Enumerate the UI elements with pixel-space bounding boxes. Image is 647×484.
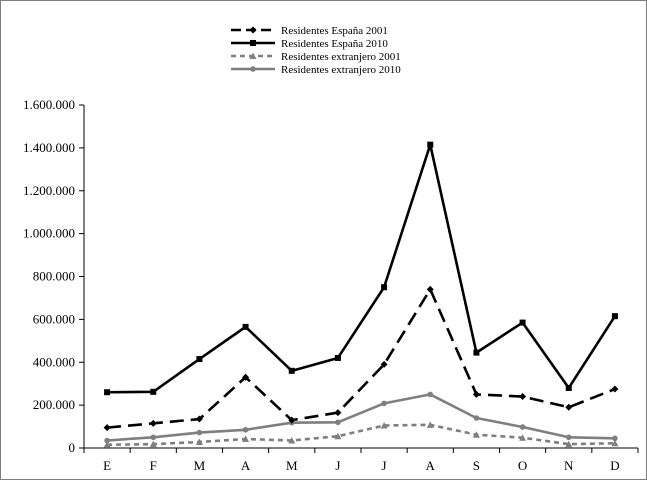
data-point <box>149 440 157 448</box>
legend-label: Residentes extranjero 2001 <box>281 51 401 63</box>
x-tick-label: M <box>286 458 298 473</box>
x-tick-label: N <box>564 458 574 473</box>
legend-label: Residentes España 2010 <box>281 38 388 50</box>
data-point <box>473 415 480 421</box>
data-point <box>288 367 295 374</box>
series-2 <box>104 141 618 396</box>
data-point <box>242 435 250 442</box>
x-tick-label: F <box>150 458 157 473</box>
y-tick-label: 1.000.000 <box>23 226 75 241</box>
data-point <box>334 354 341 361</box>
data-point <box>519 319 526 326</box>
series-4 <box>104 391 618 444</box>
series-line <box>107 143 617 394</box>
data-point <box>150 434 157 441</box>
data-point <box>242 323 249 330</box>
data-point <box>242 373 250 381</box>
data-point <box>380 421 388 429</box>
x-tick-label: D <box>610 458 619 473</box>
series-line <box>106 393 615 442</box>
legend-label: Residentes España 2001 <box>281 25 388 37</box>
x-tick-label: E <box>103 458 111 473</box>
legend-marker <box>249 26 257 34</box>
data-point <box>472 390 480 398</box>
data-point <box>519 434 527 441</box>
data-point <box>473 349 480 356</box>
data-point <box>150 388 157 395</box>
data-point <box>472 431 480 438</box>
data-point <box>196 356 203 363</box>
x-tick-label: M <box>194 458 206 473</box>
data-point <box>195 415 203 423</box>
x-tick-label: A <box>426 458 436 473</box>
legend-entry-3: Residentes extranjero 2001 <box>231 51 401 63</box>
data-point <box>427 391 434 398</box>
y-tick-label: 800.000 <box>33 269 75 284</box>
data-point <box>565 384 572 391</box>
data-point <box>380 360 388 368</box>
x-tick-label: S <box>473 458 480 473</box>
data-point <box>565 440 573 448</box>
data-point <box>611 385 619 393</box>
data-point <box>381 400 387 407</box>
data-point <box>335 419 341 426</box>
x-tick-label: O <box>518 458 527 473</box>
x-tick-label: J <box>382 458 387 473</box>
legend-marker <box>250 40 256 46</box>
data-point <box>334 432 342 440</box>
data-point <box>612 435 618 442</box>
legend-entry-1: Residentes España 2001 <box>231 25 388 37</box>
x-tick-label: J <box>335 458 340 473</box>
data-point <box>103 441 111 448</box>
data-point <box>381 284 388 291</box>
data-point <box>565 403 573 411</box>
series-layer <box>103 141 619 448</box>
data-point <box>196 429 203 436</box>
data-point <box>611 313 618 320</box>
data-point <box>334 409 342 417</box>
y-tick-label: 400.000 <box>33 354 75 369</box>
data-point <box>565 434 572 441</box>
y-tick-label: 1.400.000 <box>23 140 75 155</box>
data-point <box>104 389 111 396</box>
data-point <box>103 424 111 432</box>
series-line <box>107 423 615 447</box>
y-tick-label: 0 <box>69 440 76 455</box>
legend-entry-2: Residentes España 2010 <box>231 38 388 50</box>
y-tick-label: 1.600.000 <box>23 97 75 112</box>
data-point <box>611 439 619 447</box>
data-point <box>519 424 526 430</box>
legend-entry-4: Residentes extranjero 2010 <box>231 64 401 76</box>
y-tick-label: 200.000 <box>33 397 75 412</box>
series-1 <box>103 285 619 432</box>
data-point <box>195 438 203 445</box>
data-point <box>288 436 296 444</box>
data-point <box>242 426 249 433</box>
legend-label: Residentes extranjero 2010 <box>281 64 401 76</box>
legend-marker <box>249 52 257 59</box>
series-3 <box>103 421 619 448</box>
series-line <box>106 288 616 429</box>
x-tick-label: A <box>241 458 251 473</box>
legend-marker <box>250 66 256 72</box>
axes: 0 200.000 400.000 600.000 800.000 1.000.000 1.… <box>23 97 639 473</box>
data-point <box>149 419 157 427</box>
data-point <box>426 285 434 293</box>
y-tick-label: 600.000 <box>33 311 75 326</box>
data-point <box>288 416 296 424</box>
data-point <box>427 141 434 148</box>
data-point <box>519 393 527 401</box>
data-point <box>104 437 110 444</box>
y-tick-label: 1.200.000 <box>23 183 75 198</box>
data-point <box>426 421 434 428</box>
